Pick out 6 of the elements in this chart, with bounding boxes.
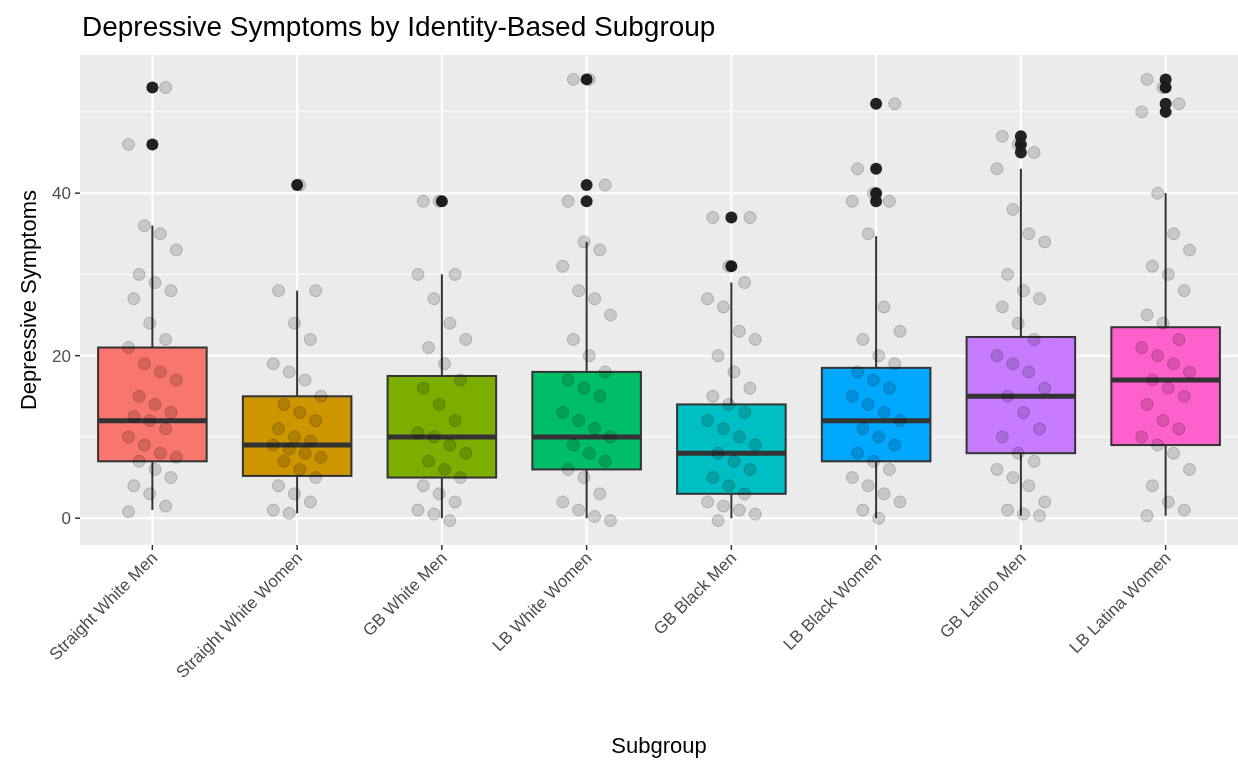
chart-title: Depressive Symptoms by Identity-Based Subgroup	[82, 11, 716, 42]
y-axis-title: Depressive Symptoms	[16, 189, 41, 411]
y-tick-label: 0	[61, 509, 71, 529]
y-tick-label: 40	[52, 184, 71, 204]
y-tick-label: 20	[52, 346, 71, 366]
x-axis-title: Subgroup	[611, 733, 707, 758]
